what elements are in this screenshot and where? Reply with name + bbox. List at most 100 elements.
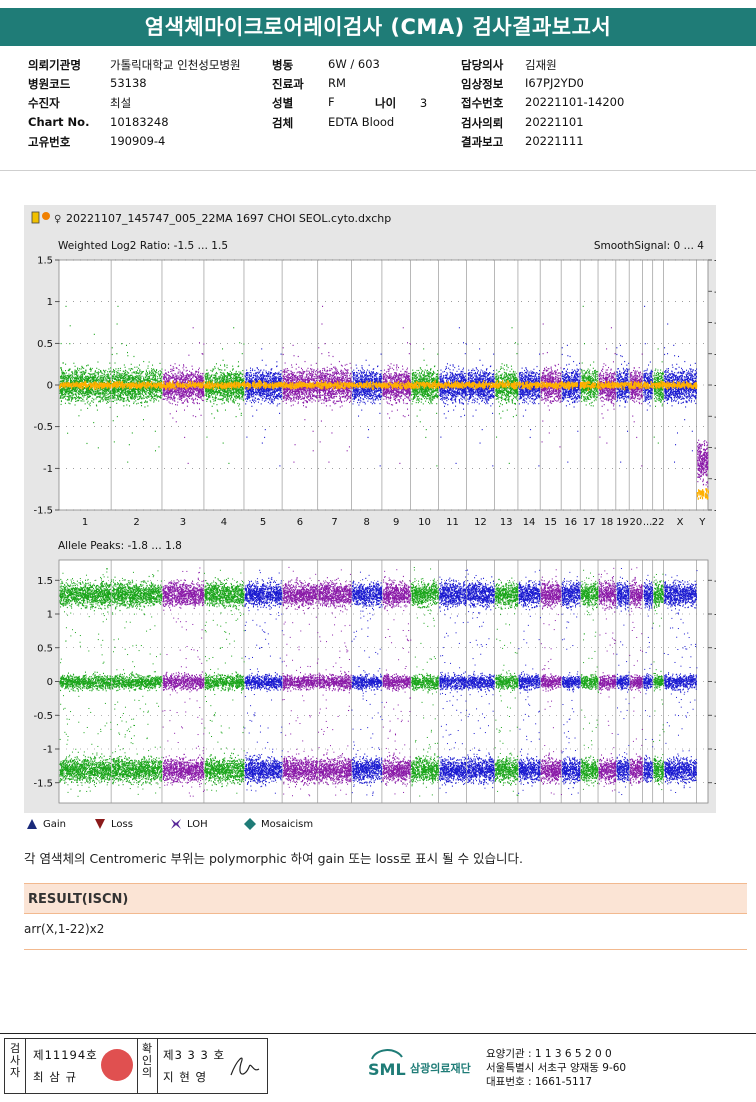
data-point bbox=[92, 398, 93, 399]
data-point bbox=[77, 378, 78, 379]
data-point bbox=[87, 388, 88, 389]
data-point bbox=[93, 422, 94, 423]
data-point bbox=[65, 370, 66, 371]
top-plot-right-label: SmoothSignal: 0 … 4 bbox=[594, 240, 704, 252]
info-key: 담당의사 bbox=[461, 58, 503, 72]
data-point bbox=[61, 391, 62, 392]
data-point bbox=[127, 374, 128, 375]
data-point bbox=[152, 389, 153, 390]
data-point bbox=[116, 398, 117, 399]
smooth-point bbox=[59, 387, 60, 389]
data-point bbox=[131, 393, 132, 394]
data-point bbox=[96, 398, 97, 399]
data-point bbox=[122, 400, 123, 401]
data-point bbox=[67, 433, 68, 434]
data-point bbox=[132, 372, 133, 373]
data-point bbox=[97, 390, 98, 391]
data-point bbox=[151, 398, 152, 399]
data-point bbox=[140, 402, 141, 403]
data-point bbox=[154, 400, 155, 401]
data-point bbox=[66, 393, 67, 394]
data-point bbox=[64, 393, 65, 394]
smooth-point bbox=[63, 382, 64, 384]
data-point bbox=[112, 380, 113, 381]
smooth-point bbox=[67, 385, 68, 387]
data-point bbox=[100, 395, 101, 396]
data-point bbox=[112, 354, 113, 355]
data-point bbox=[83, 388, 84, 389]
data-point bbox=[155, 398, 156, 399]
data-point bbox=[104, 380, 105, 381]
data-point bbox=[116, 353, 117, 354]
data-point bbox=[73, 377, 74, 378]
data-point bbox=[67, 393, 68, 394]
data-point bbox=[68, 397, 69, 398]
data-point bbox=[69, 389, 70, 390]
data-point bbox=[68, 375, 69, 376]
data-point bbox=[82, 399, 83, 400]
data-point bbox=[134, 367, 135, 368]
info-field: 접수번호 20221101-14200 bbox=[461, 95, 503, 111]
info-field: Chart No. 10183248 bbox=[28, 115, 89, 129]
data-point bbox=[83, 396, 84, 397]
data-point bbox=[88, 389, 89, 390]
data-point bbox=[64, 394, 65, 395]
data-point bbox=[71, 397, 72, 398]
data-point bbox=[81, 398, 82, 399]
data-point bbox=[68, 380, 69, 381]
data-point bbox=[145, 374, 146, 375]
data-point bbox=[139, 372, 140, 373]
data-point bbox=[103, 392, 104, 393]
data-point bbox=[112, 398, 113, 399]
data-point bbox=[141, 393, 142, 394]
smooth-point bbox=[107, 381, 108, 383]
data-point bbox=[88, 379, 89, 380]
data-point bbox=[146, 379, 147, 380]
report-title: 염색체마이크로어레이검사 (CMA) 검사결과보고서 bbox=[0, 8, 756, 46]
data-point bbox=[95, 377, 96, 378]
data-point bbox=[74, 390, 75, 391]
data-point bbox=[61, 372, 62, 373]
smooth-point bbox=[73, 385, 74, 387]
data-point bbox=[160, 370, 161, 371]
data-point bbox=[75, 374, 76, 375]
data-point bbox=[130, 391, 131, 392]
data-point bbox=[77, 397, 78, 398]
data-point bbox=[80, 390, 81, 391]
data-point bbox=[127, 394, 128, 395]
data-point bbox=[153, 368, 154, 369]
data-point bbox=[106, 379, 107, 380]
data-point bbox=[106, 395, 107, 396]
top-plot-label: Weighted Log2 Ratio: -1.5 … 1.5 bbox=[58, 240, 228, 252]
data-point bbox=[66, 386, 67, 387]
data-point bbox=[80, 378, 81, 379]
data-point bbox=[96, 372, 97, 373]
info-field: 담당의사 김재원 bbox=[461, 57, 503, 73]
data-point bbox=[90, 392, 91, 393]
data-point bbox=[78, 393, 79, 394]
data-point bbox=[79, 376, 80, 377]
data-point bbox=[107, 371, 108, 372]
data-point bbox=[104, 376, 105, 377]
data-point bbox=[151, 379, 152, 380]
data-point bbox=[139, 378, 140, 379]
data-point bbox=[109, 390, 110, 391]
data-point bbox=[130, 381, 131, 382]
data-point bbox=[102, 398, 103, 399]
data-point bbox=[69, 399, 70, 400]
data-point bbox=[84, 374, 85, 375]
data-point bbox=[120, 392, 121, 393]
data-point bbox=[67, 378, 68, 379]
smooth-point bbox=[79, 386, 80, 388]
data-point bbox=[115, 395, 116, 396]
data-point bbox=[95, 370, 96, 371]
data-point bbox=[135, 394, 136, 395]
data-point bbox=[155, 450, 156, 451]
data-point bbox=[161, 368, 162, 369]
data-point bbox=[112, 396, 113, 397]
data-point bbox=[126, 393, 127, 394]
data-point bbox=[146, 389, 147, 390]
data-point bbox=[126, 404, 127, 405]
data-point bbox=[126, 375, 127, 376]
data-point bbox=[160, 374, 161, 375]
